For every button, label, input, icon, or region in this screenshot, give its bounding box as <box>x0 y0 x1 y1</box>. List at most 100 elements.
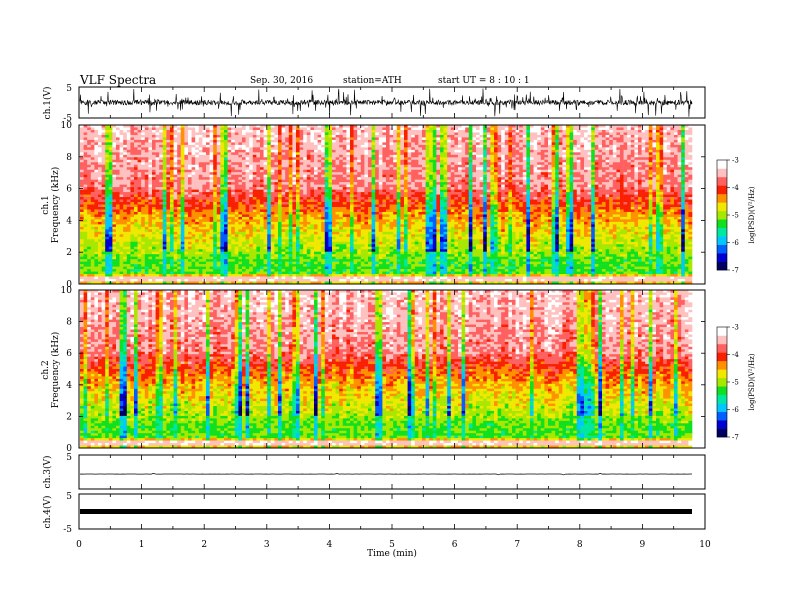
spec1-cell <box>300 242 304 245</box>
spec1-cell <box>346 232 350 235</box>
spec1-cell <box>249 162 253 165</box>
spec1-cell <box>292 262 296 265</box>
spec1-cell <box>156 135 160 138</box>
spec1-cell <box>336 185 340 188</box>
spec1-cell <box>130 177 134 180</box>
spec1-cell <box>145 175 149 178</box>
spec1-cell <box>170 214 174 217</box>
spec1-cell <box>274 140 278 143</box>
spec1-cell <box>325 200 329 203</box>
spec1-cell <box>123 247 127 250</box>
spec1-cell <box>202 182 206 185</box>
spec1-cell <box>188 224 192 227</box>
spec1-cell <box>181 234 185 237</box>
spec1-cell <box>188 147 192 150</box>
spec1-cell <box>148 264 152 267</box>
spec1-cell <box>159 187 163 190</box>
spec1-cell <box>350 190 354 193</box>
spec1-cell <box>260 157 264 160</box>
spec1-cell <box>159 205 163 208</box>
spec1-cell <box>256 187 260 190</box>
spec1-cell <box>156 157 160 160</box>
spec1-cell <box>256 152 260 155</box>
spec1-cell <box>105 232 109 235</box>
spec1-cell <box>138 272 142 275</box>
spec1-cell <box>328 217 332 220</box>
spec1-cell <box>199 157 203 160</box>
spec1-cell <box>220 244 224 247</box>
spec1-cell <box>253 249 257 252</box>
spec1-cell <box>181 127 185 130</box>
spec1-cell <box>174 205 178 208</box>
spec1-cell <box>343 140 347 143</box>
spec1-cell <box>127 274 131 277</box>
spec1-cell <box>292 185 296 188</box>
spec1-cell <box>174 140 178 143</box>
spec1-cell <box>339 222 343 225</box>
spec1-cell <box>152 190 156 193</box>
spec1-cell <box>188 172 192 175</box>
spec1-cell <box>80 152 84 155</box>
spec1-cell <box>328 257 332 260</box>
spec1-cell <box>130 162 134 165</box>
spec1-cell <box>210 157 214 160</box>
spec1-cell <box>318 127 322 130</box>
spec1-cell <box>328 269 332 272</box>
spec1-cell <box>307 227 311 230</box>
spec1-cell <box>123 224 127 227</box>
spec1-cell <box>120 217 124 220</box>
spec1-cell <box>249 197 253 200</box>
spec1-cell <box>238 172 242 175</box>
spec1-cell <box>274 202 278 205</box>
spec1-cell <box>300 247 304 250</box>
spec1-cell <box>350 279 354 282</box>
spec1-cell <box>91 185 95 188</box>
spec1-cell <box>177 202 181 205</box>
spec1-cell <box>267 190 271 193</box>
spec1-cell <box>120 155 124 158</box>
spec1-cell <box>87 180 91 183</box>
spec1-cell <box>84 137 88 140</box>
spec1-cell <box>282 277 286 280</box>
spec1-cell <box>354 254 358 257</box>
spec1-cell <box>91 237 95 240</box>
spec1-cell <box>213 197 217 200</box>
spec1-cell <box>156 172 160 175</box>
spec1-cell <box>163 257 167 260</box>
spec1-cell <box>321 190 325 193</box>
spec1-cell <box>163 172 167 175</box>
spec1-cell <box>184 167 188 170</box>
spec1-cell <box>213 279 217 282</box>
spec1-cell <box>246 190 250 193</box>
spec1-cell <box>145 132 149 135</box>
spec1-cell <box>181 175 185 178</box>
spec1-cell <box>321 277 325 280</box>
spec1-cell <box>159 237 163 240</box>
spec1-cell <box>213 247 217 250</box>
spec1-cell <box>181 195 185 198</box>
spec1-cell <box>134 142 138 145</box>
spec1-cell <box>174 145 178 148</box>
spec1-cell <box>156 272 160 275</box>
spec1-cell <box>213 172 217 175</box>
spec1-cell <box>253 127 257 130</box>
spec1-cell <box>116 190 120 193</box>
spec1-cell <box>102 152 106 155</box>
spec1-cell <box>267 212 271 215</box>
spec1-cell <box>246 200 250 203</box>
spec1-cell <box>321 279 325 282</box>
spec1-cell <box>278 237 282 240</box>
spec1-cell <box>300 224 304 227</box>
spec1-cell <box>224 165 228 168</box>
spec1-cell <box>159 142 163 145</box>
spec1-cell <box>253 160 257 163</box>
spec1-cell <box>116 257 120 260</box>
spec1-cell <box>267 142 271 145</box>
spec1-cell <box>184 247 188 250</box>
spec1-cell <box>166 247 170 250</box>
spec1-cell <box>84 279 88 282</box>
spec1-cell <box>152 247 156 250</box>
spec1-cell <box>260 267 264 270</box>
spec1-cell <box>346 267 350 270</box>
spec1-cell <box>253 162 257 165</box>
